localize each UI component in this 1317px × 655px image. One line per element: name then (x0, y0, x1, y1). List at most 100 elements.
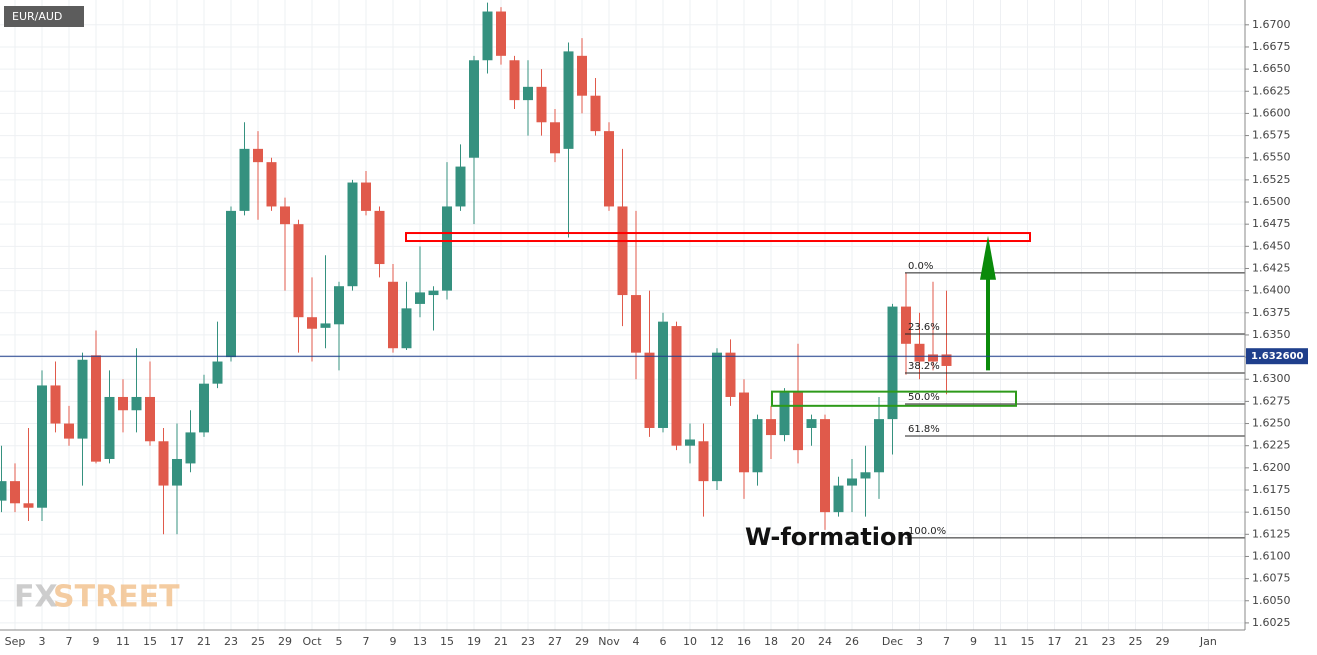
x-tick-label: 3 (39, 635, 46, 648)
x-tick-label: 29 (278, 635, 292, 648)
x-tick-label: 16 (737, 635, 751, 648)
last-price-label: 1.632600 (1251, 351, 1304, 362)
candle-body (104, 396, 115, 459)
x-tick-label: 24 (818, 635, 832, 648)
x-tick-label: 27 (548, 635, 562, 648)
candle-body (766, 419, 776, 436)
x-tick-label: 21 (494, 635, 508, 648)
x-tick-label: 29 (1156, 635, 1170, 648)
candle-body (698, 441, 709, 482)
y-tick-label: 1.6425 (1252, 261, 1291, 274)
plot (0, 2, 1245, 539)
fib-label: 50.0% (908, 392, 940, 403)
x-tick-label: 9 (93, 635, 100, 648)
candle-body (712, 352, 722, 482)
candle-body (307, 317, 317, 329)
fib-label: 0.0% (908, 261, 933, 272)
candle-body (158, 441, 169, 486)
candle-body (199, 383, 209, 433)
x-tick-label: 23 (224, 635, 238, 648)
candle-body (685, 439, 695, 446)
x-tick-label: 13 (413, 635, 427, 648)
candle-body (833, 485, 844, 513)
fib-label: 100.0% (908, 526, 946, 537)
candle-body (550, 122, 560, 154)
y-tick-label: 1.6550 (1252, 151, 1291, 164)
y-tick-label: 1.6050 (1252, 594, 1291, 607)
x-tick-label: 5 (336, 635, 343, 648)
candle-body (631, 295, 641, 353)
candle-body (428, 290, 439, 296)
y-tick-label: 1.6275 (1252, 394, 1291, 407)
x-tick-label: 3 (916, 635, 923, 648)
x-tick-label: 11 (994, 635, 1008, 648)
candle-body (725, 352, 736, 397)
fib-label: 61.8% (908, 424, 940, 435)
candle-body (455, 166, 466, 207)
x-tick-label: 17 (1048, 635, 1062, 648)
zone (405, 232, 1031, 243)
candle-body (496, 11, 506, 56)
candle-body (604, 131, 614, 207)
x-tick-label: 7 (66, 635, 73, 648)
y-tick-label: 1.6675 (1252, 40, 1291, 53)
candle-body (320, 323, 331, 328)
zone (771, 390, 1017, 407)
candle-body (941, 354, 952, 366)
candle-body (806, 419, 817, 428)
x-tick-label: Nov (598, 635, 620, 648)
candle-body (914, 343, 925, 362)
candle-body (415, 292, 425, 304)
candle-body (509, 60, 520, 101)
y-tick-label: 1.6300 (1252, 372, 1291, 385)
x-tick-label: 23 (521, 635, 535, 648)
x-tick-label: 25 (1129, 635, 1143, 648)
candle-body (374, 210, 385, 265)
y-tick-label: 1.6025 (1252, 616, 1291, 629)
x-tick-label: 10 (683, 635, 697, 648)
fib-label: 23.6% (908, 322, 940, 333)
candle-body (482, 11, 493, 61)
candle-body (131, 396, 142, 411)
candle-body (212, 361, 223, 384)
y-tick-label: 1.6125 (1252, 527, 1291, 540)
candle-body (523, 86, 533, 101)
y-tick-label: 1.6600 (1252, 106, 1291, 119)
candle-body (752, 419, 763, 473)
x-tick-label: 7 (363, 635, 370, 648)
x-tick-label: 11 (116, 635, 130, 648)
y-tick-label: 1.6350 (1252, 328, 1291, 341)
candle-body (874, 419, 884, 473)
candle-body (536, 86, 547, 123)
candle-body (793, 392, 803, 451)
candle-body (860, 472, 871, 479)
candle-body (577, 55, 587, 96)
x-tick-label: Jan (1199, 635, 1217, 648)
x-tick-label: 20 (791, 635, 805, 648)
candle-body (0, 481, 7, 501)
candle-body (361, 182, 371, 211)
x-tick-label: Dec (882, 635, 903, 648)
x-tick-label: 29 (575, 635, 589, 648)
candle-body (901, 306, 911, 344)
y-tick-label: 1.6100 (1252, 549, 1291, 562)
x-tick-label: 6 (660, 635, 667, 648)
candle-body (388, 281, 398, 349)
candle-body (293, 224, 304, 318)
candle-body (266, 162, 277, 207)
y-tick-label: 1.6225 (1252, 439, 1291, 452)
candle-body (779, 392, 790, 436)
x-tick-label: 26 (845, 635, 859, 648)
candle-body (64, 423, 74, 439)
logo-right: STREET (53, 580, 180, 615)
symbol-box (4, 6, 84, 27)
x-tick-label: 4 (633, 635, 640, 648)
fib-label: 38.2% (908, 361, 940, 372)
candle-body (334, 286, 344, 325)
candle-body (77, 359, 88, 439)
x-tick-label: Oct (302, 635, 322, 648)
candle-body (91, 355, 101, 462)
x-tick-label: 18 (764, 635, 778, 648)
candle-body (887, 306, 898, 420)
